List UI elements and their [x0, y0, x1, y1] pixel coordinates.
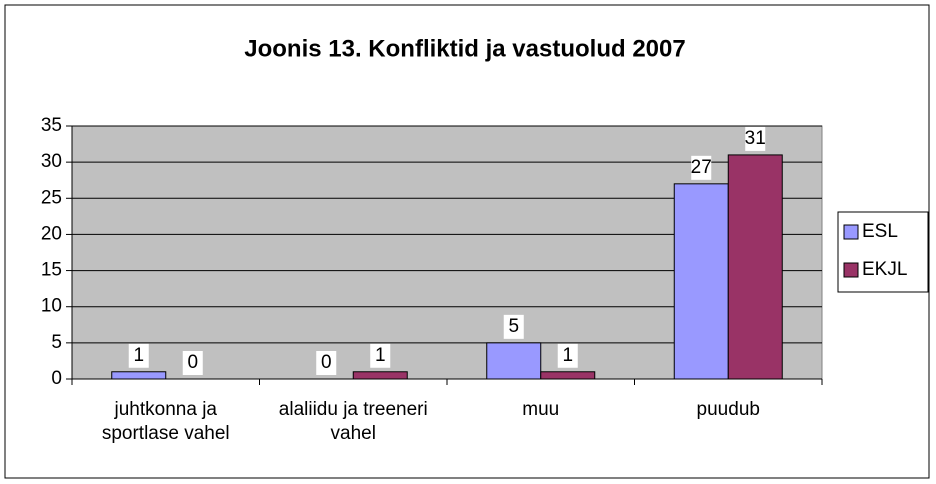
x-tick-label: puudub [696, 399, 760, 420]
x-tick-label: muu [522, 399, 560, 420]
bar [673, 183, 729, 380]
value-label: 0 [321, 352, 332, 373]
value-label: 5 [508, 316, 519, 337]
value-label-bg [316, 351, 337, 375]
value-label: 1 [562, 345, 573, 366]
legend-swatch [843, 262, 859, 278]
value-label: 1 [133, 345, 144, 366]
y-tick-label: 15 [41, 260, 62, 281]
x-tick-label: juhtkonna ja sportlase vahel [101, 399, 230, 444]
value-label-bg [128, 343, 149, 368]
bar [727, 154, 783, 380]
value-label-bg [503, 314, 524, 339]
bar [352, 371, 408, 380]
legend-swatch [843, 224, 859, 240]
y-tick-label: 10 [41, 296, 62, 317]
y-tick-label: 20 [41, 223, 62, 244]
y-tick-label: 25 [41, 187, 62, 208]
bar [111, 371, 167, 380]
bar [486, 342, 542, 380]
value-label-bg [557, 343, 578, 368]
value-label: 27 [691, 157, 712, 178]
y-tick-label: 0 [51, 368, 62, 389]
x-tick-label: alaliidu ja treeneri vahel [278, 399, 428, 444]
legend-label: ESL [862, 221, 898, 242]
value-label-bg [745, 126, 766, 151]
legend-label: EKJL [862, 259, 907, 280]
value-label-bg [182, 351, 203, 375]
y-tick-label: 35 [41, 115, 62, 136]
y-tick-label: 5 [51, 332, 62, 353]
value-label: 0 [187, 352, 198, 373]
value-label-bg [691, 155, 712, 180]
y-tick-label: 30 [41, 151, 62, 172]
bar [540, 371, 596, 380]
value-label-bg [370, 343, 391, 368]
value-label: 31 [745, 128, 766, 149]
chart-title: Joonis 13. Konfliktid ja vastuolud 2007 [244, 35, 685, 62]
value-label: 1 [375, 345, 386, 366]
